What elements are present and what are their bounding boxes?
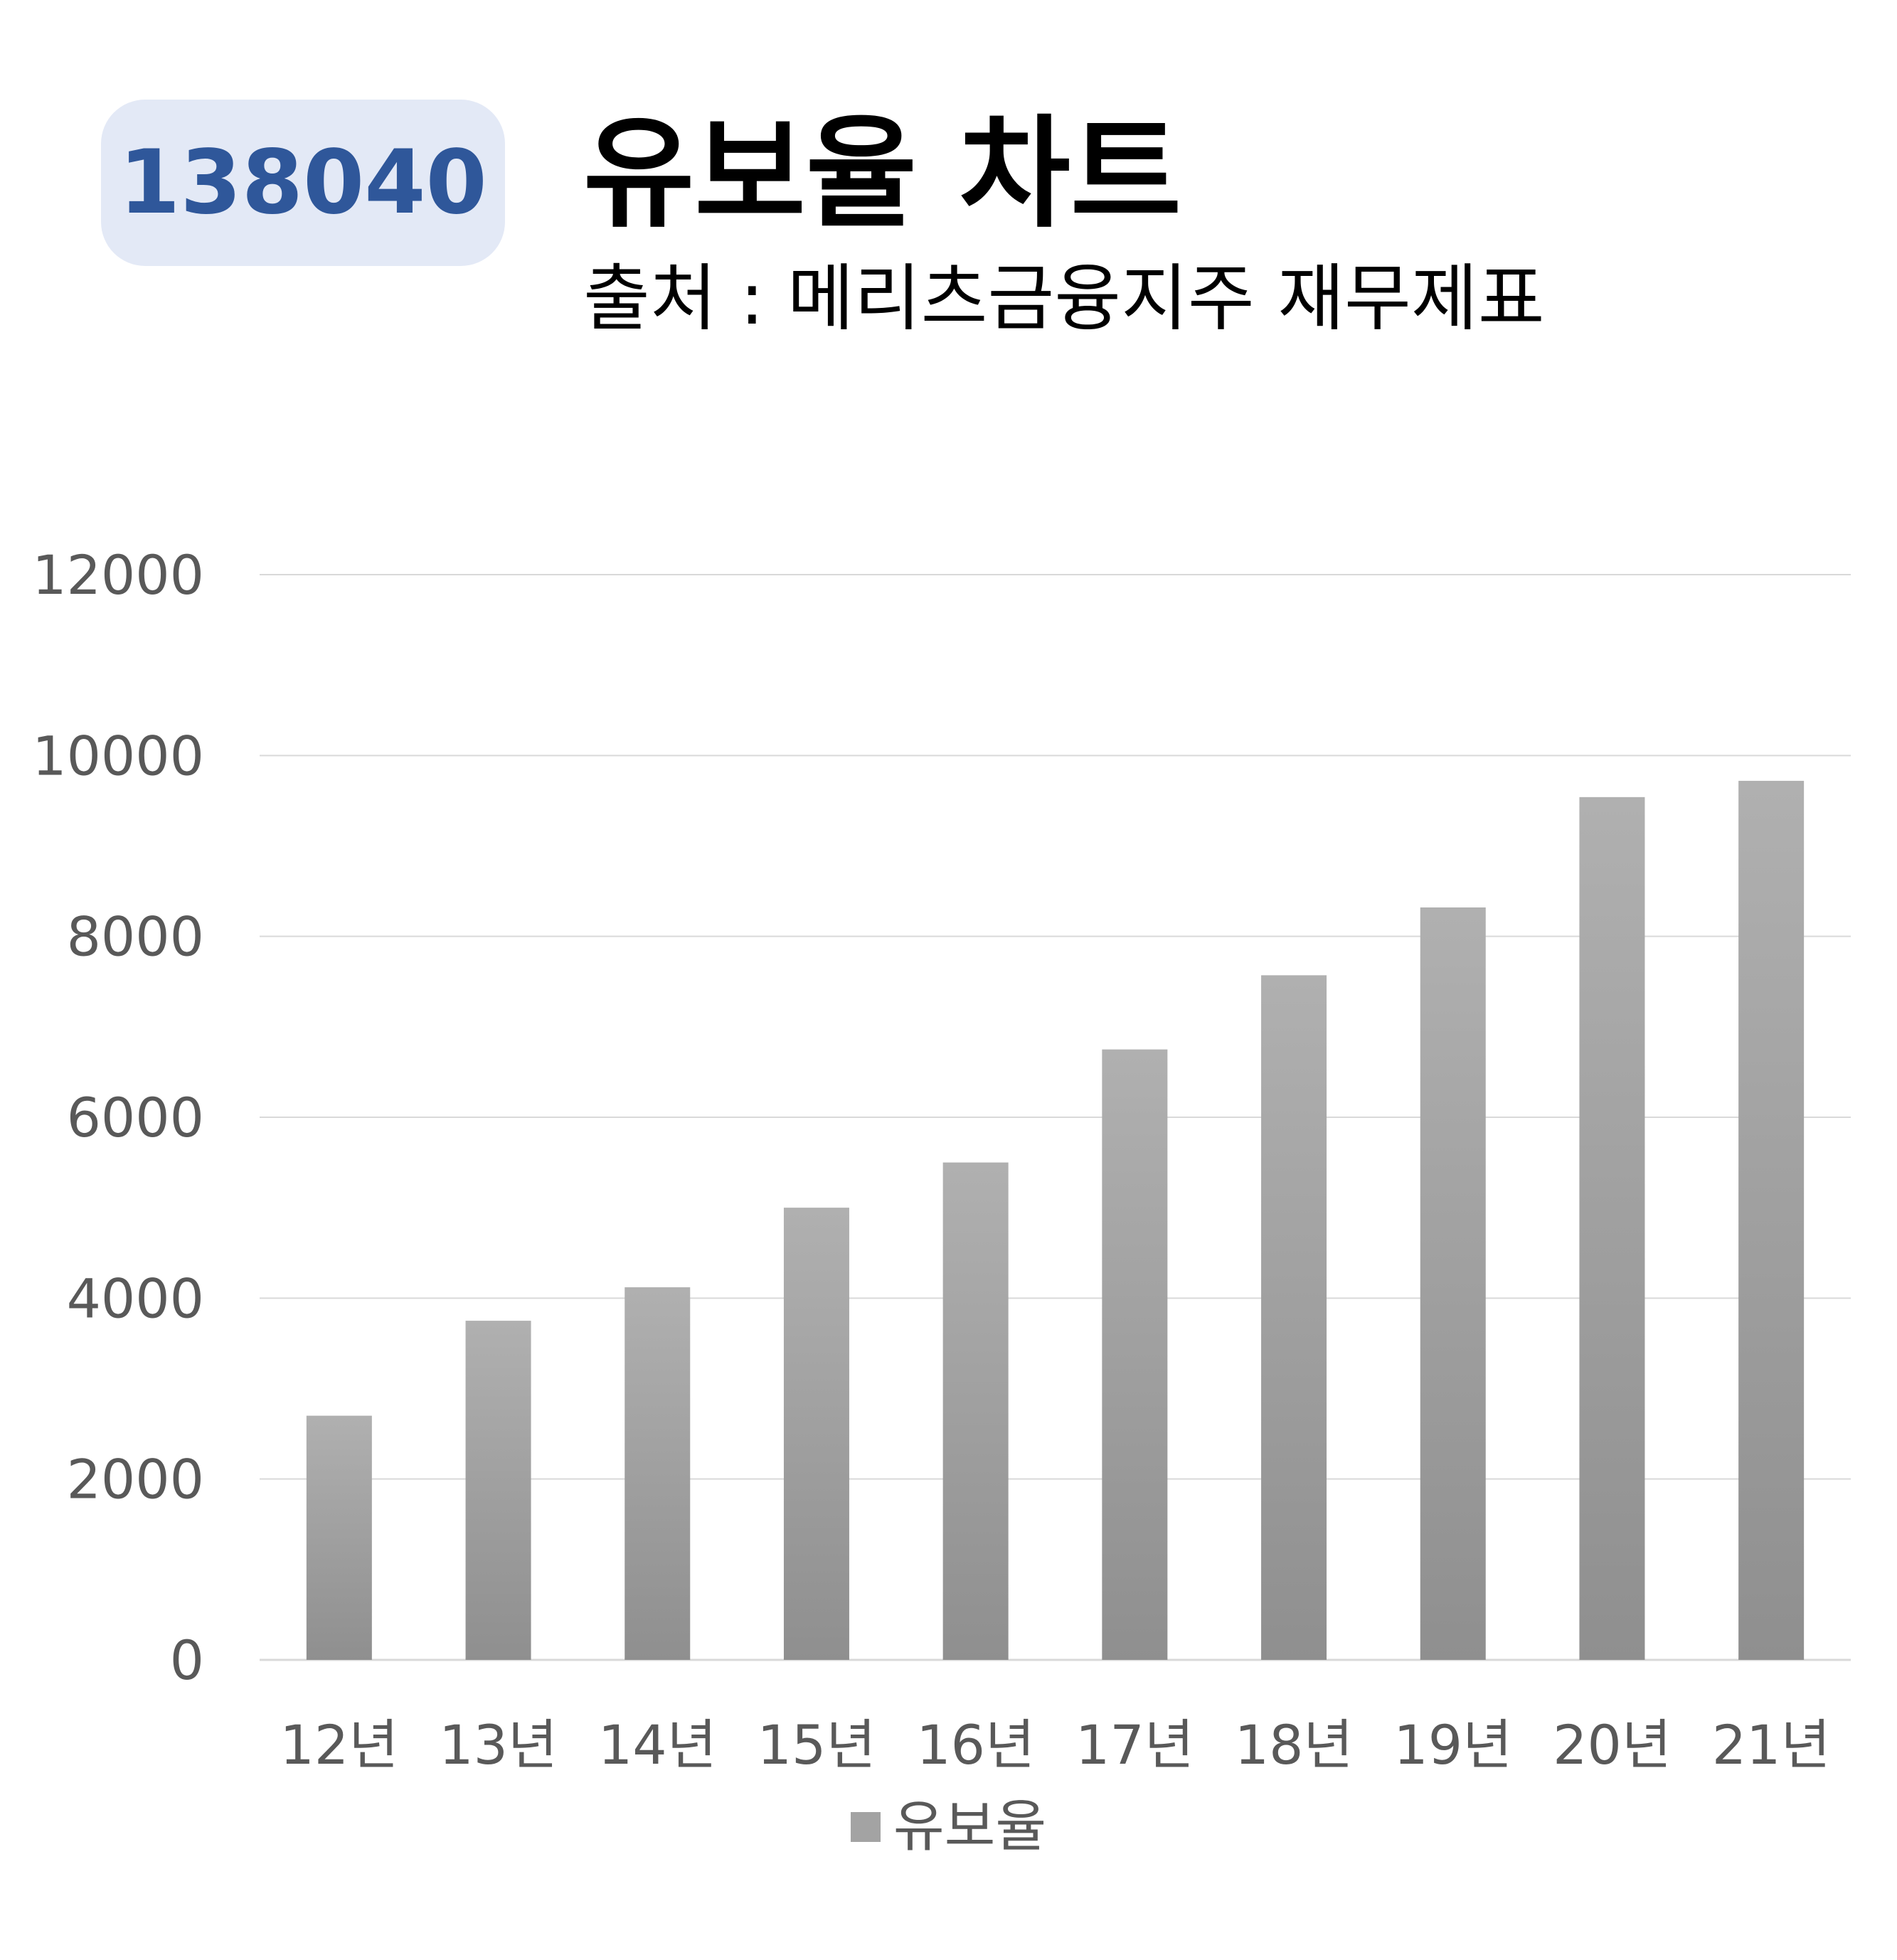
bar-20년 [1579,797,1645,1660]
x-tick-label: 19년 [1393,1713,1512,1777]
stock-code: 138040 [119,132,487,234]
y-tick-label: 12000 [32,543,204,607]
stock-code-badge: 138040 [101,100,505,266]
bar-12년 [306,1415,372,1660]
y-tick-label: 0 [170,1629,204,1692]
bar-13년 [465,1321,531,1660]
chart-title: 유보율 차트 [583,104,1182,245]
y-tick-label: 4000 [67,1267,204,1330]
y-tick-label: 8000 [67,905,204,969]
chart-subtitle: 출처 : 메리츠금융지주 재무제표 [583,257,1545,341]
bar-16년 [942,1162,1009,1660]
legend: 유보율 [0,1799,1897,1855]
bar-18년 [1261,975,1327,1660]
x-tick-label: 12년 [280,1713,399,1777]
x-tick-label: 17년 [1075,1713,1194,1777]
x-tick-label: 16년 [916,1713,1035,1777]
bar-15년 [783,1208,849,1660]
bars [306,780,1805,1660]
y-axis-ticks: 0 2000 4000 6000 8000 10000 12000 [32,543,204,1692]
x-axis-ticks: 12년 13년 14년 15년 16년 17년 18년 19년 20년 21년 [280,1713,1831,1777]
x-tick-label: 15년 [758,1713,876,1777]
x-tick-label: 14년 [598,1713,717,1777]
y-tick-label: 6000 [67,1086,204,1149]
x-tick-label: 13년 [439,1713,558,1777]
y-tick-label: 2000 [67,1448,204,1511]
bar-21년 [1738,780,1805,1660]
bar-17년 [1102,1049,1168,1660]
legend-label: 유보율 [893,1795,1047,1859]
x-tick-label: 21년 [1712,1713,1831,1777]
bar-19년 [1420,907,1486,1660]
x-tick-label: 18년 [1235,1713,1354,1777]
y-tick-label: 10000 [32,724,204,787]
legend-swatch [850,1812,881,1842]
bar-14년 [625,1287,691,1660]
x-tick-label: 20년 [1553,1713,1672,1777]
